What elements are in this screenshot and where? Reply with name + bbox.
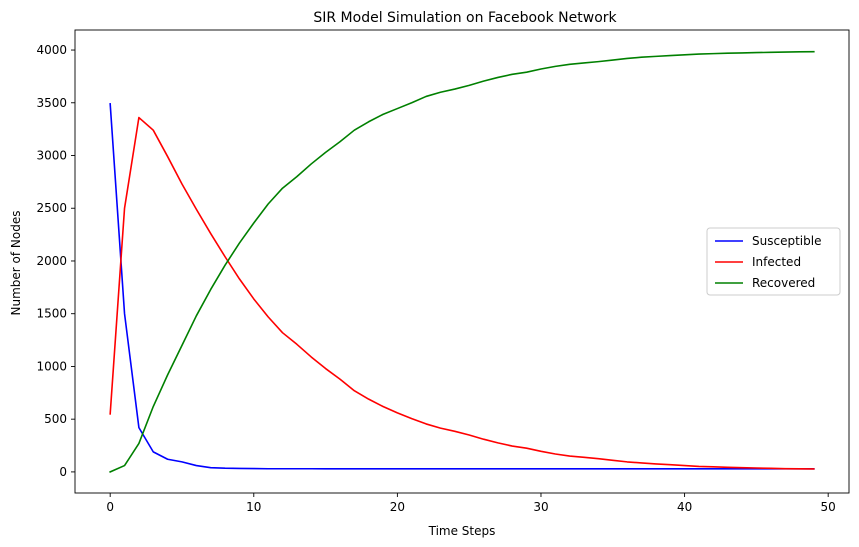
y-tick-label: 3000 <box>36 149 67 163</box>
y-tick-label: 3500 <box>36 96 67 110</box>
x-tick-label: 40 <box>677 500 692 514</box>
x-tick-label: 0 <box>106 500 114 514</box>
x-axis-title: Time Steps <box>428 524 496 538</box>
legend-label-susceptible: Susceptible <box>752 234 821 248</box>
y-tick-label: 1500 <box>36 307 67 321</box>
chart-title: SIR Model Simulation on Facebook Network <box>313 10 617 26</box>
y-tick-label: 2500 <box>36 201 67 215</box>
y-tick-label: 500 <box>44 412 67 426</box>
legend-box <box>706 227 841 296</box>
x-tick-label: 30 <box>533 500 548 514</box>
series-line-recovered <box>109 50 815 473</box>
series-layer <box>109 50 815 473</box>
x-tick-label: 20 <box>390 500 405 514</box>
axes: 0 10 20 30 40 5005001000150020002500300035004… <box>36 29 850 514</box>
y-tick-label: 1000 <box>36 359 67 373</box>
legend-label-infected: Infected <box>752 255 801 269</box>
y-tick-label: 2000 <box>36 254 67 268</box>
y-axis-title: Number of Nodes <box>9 211 23 316</box>
y-tick-label: 0 <box>59 465 67 479</box>
legend-label-recovered: Recovered <box>752 276 815 290</box>
x-tick-label: 50 <box>821 500 836 514</box>
series-line-susceptible <box>109 102 815 470</box>
y-tick-label: 4000 <box>36 43 67 57</box>
x-tick-label: 10 <box>246 500 261 514</box>
legend: Susceptible Infected Recovered <box>706 227 841 296</box>
axes-frame <box>74 29 850 494</box>
